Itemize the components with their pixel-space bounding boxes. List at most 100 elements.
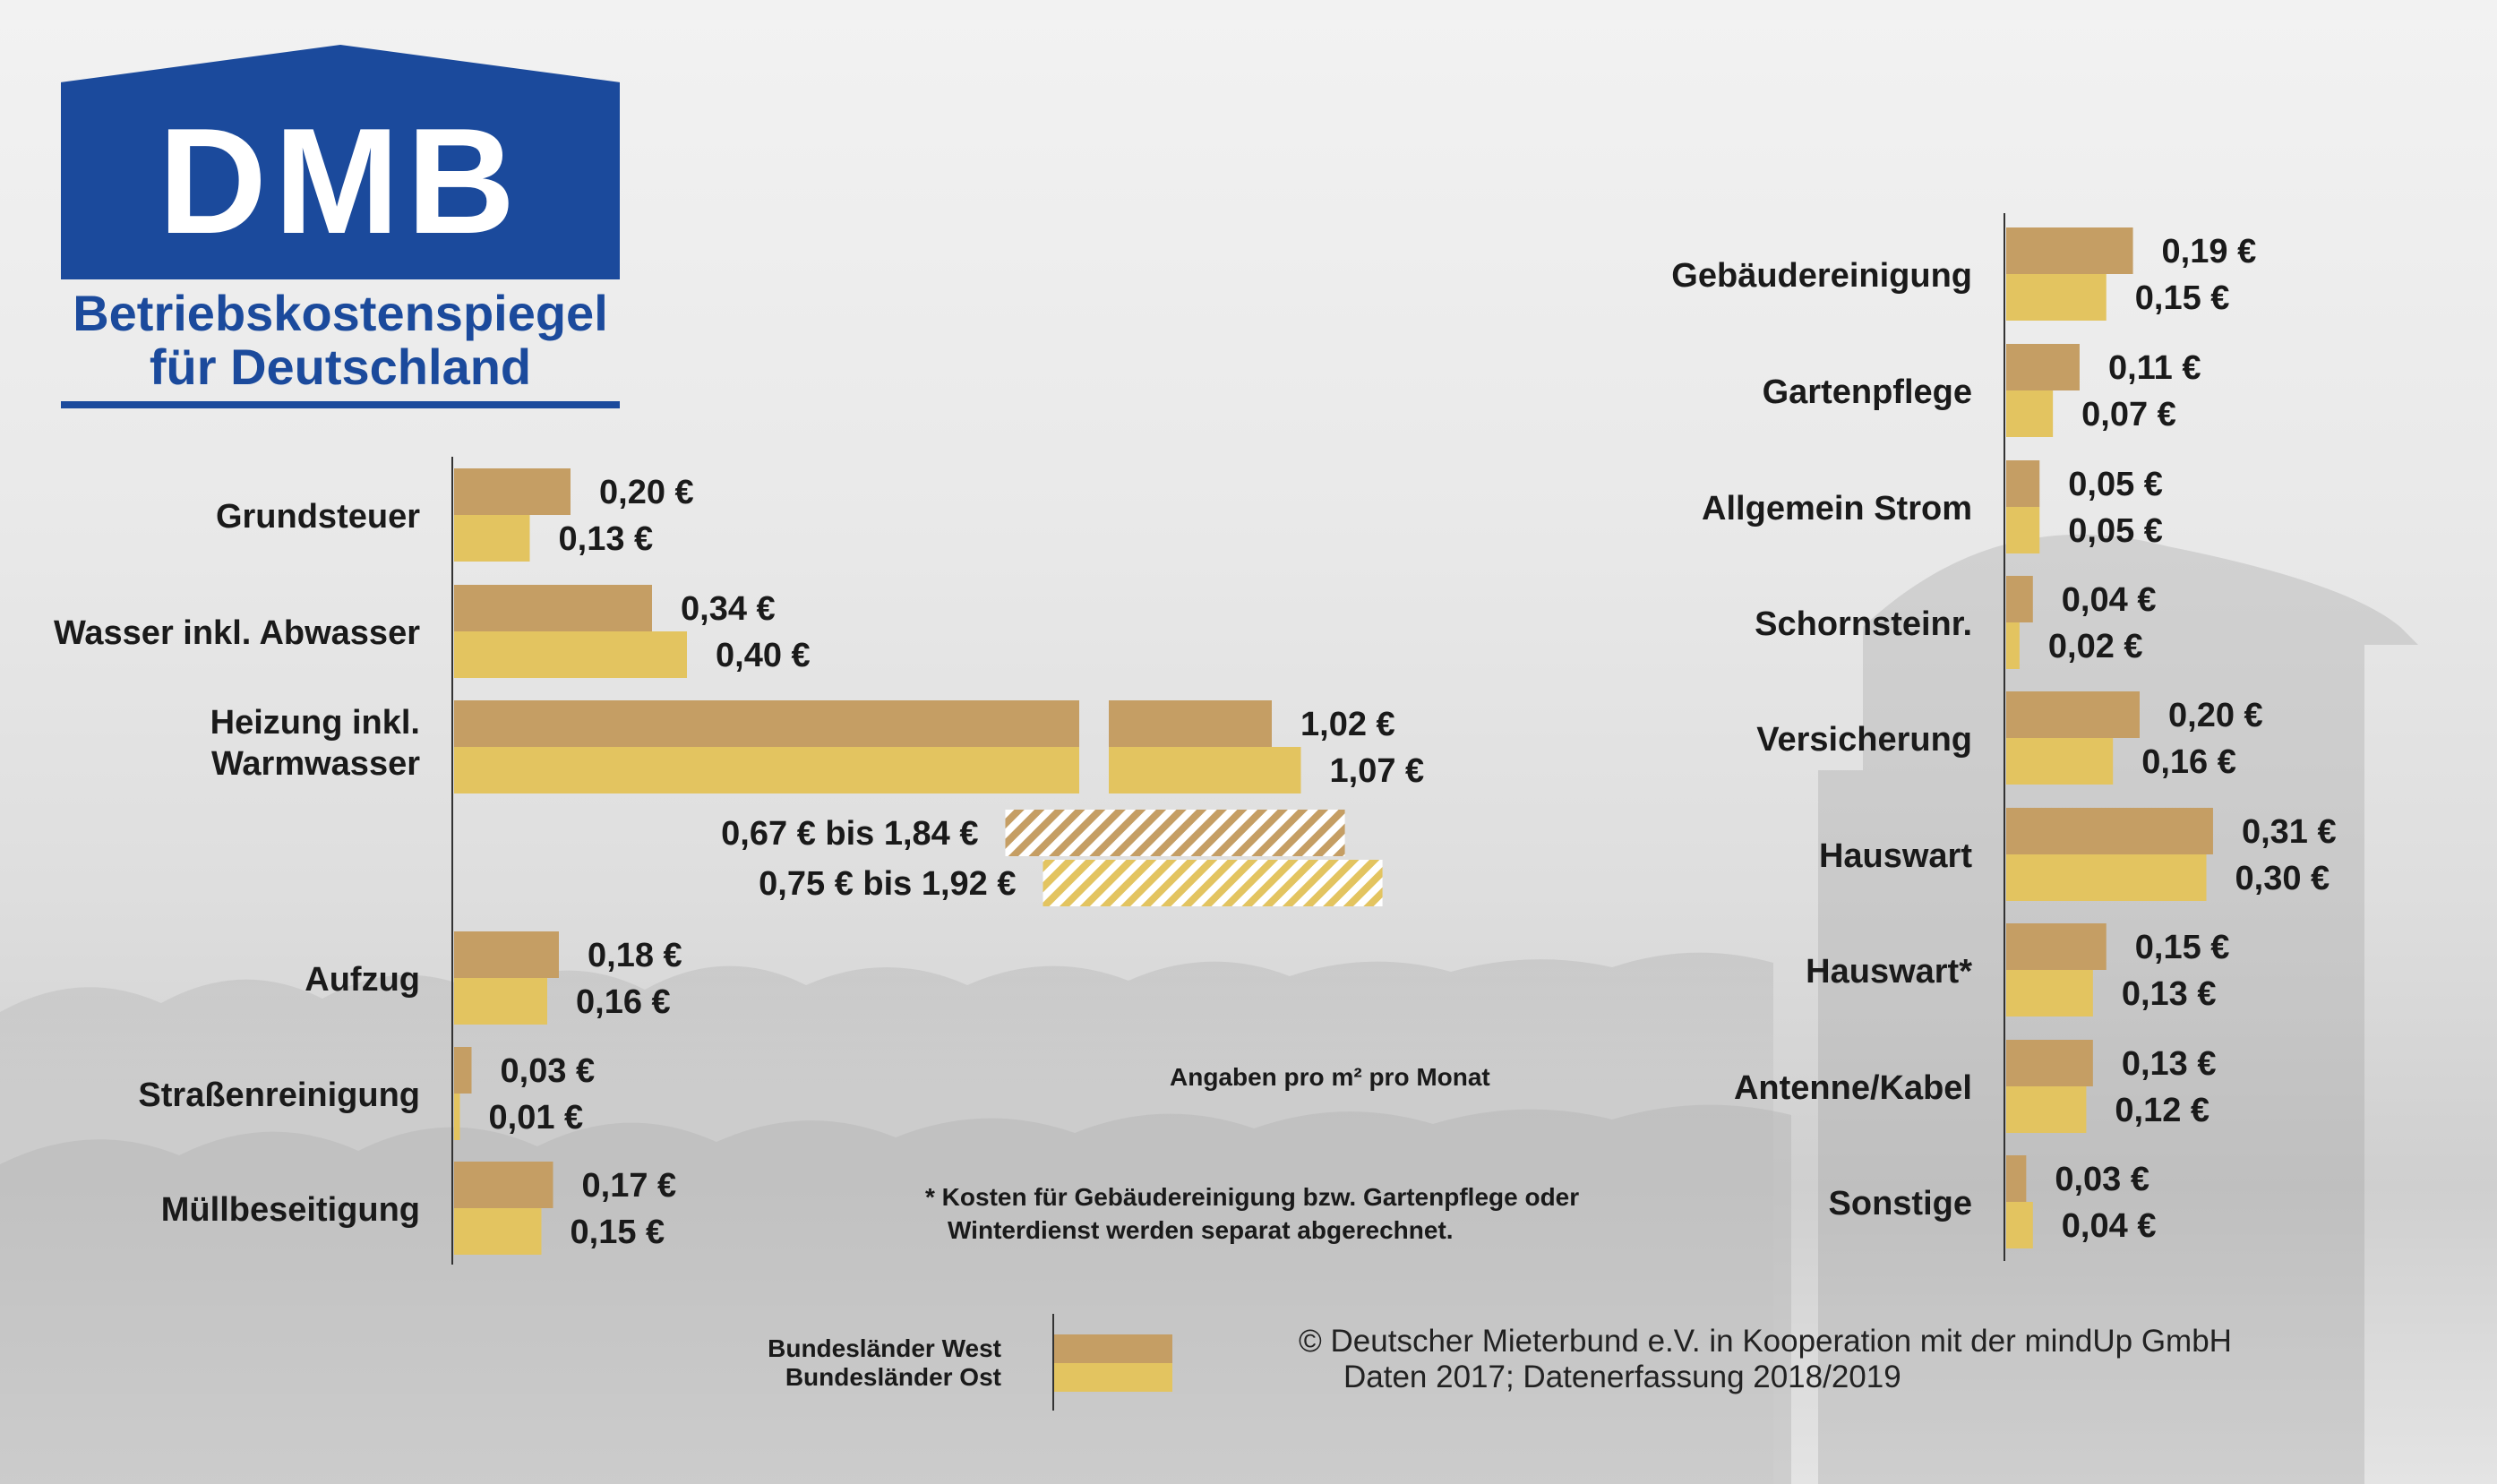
left-chart-heizung-inkl-warmwasser-bar-west — [1109, 700, 1272, 747]
left-chart-wasser-inkl-abwasser-value-east: 0,40 € — [716, 637, 811, 674]
left-chart-grundsteuer-bar-west — [454, 468, 571, 515]
copyright: © Deutscher Mieterbund e.V. in Kooperati… — [1299, 1324, 2232, 1395]
right-chart-allgemein-strom-bar-west — [2006, 460, 2040, 507]
left-chart-heizung-inkl-warmwasser-bar-east-segment — [454, 747, 1079, 793]
right-chart-antenne-kabel-bar-west — [2006, 1040, 2093, 1086]
left-chart-aufzug-value-west: 0,18 € — [588, 937, 682, 974]
footnote: * Kosten für Gebäudereinigung bzw. Garte… — [925, 1180, 1579, 1247]
right-chart-versicherung-value-west: 0,20 € — [2168, 697, 2263, 734]
left-chart-heizung-inkl-warmwasser-bar-east — [1109, 747, 1301, 793]
right-chart-hauswart-bar-west — [2006, 923, 2107, 970]
right-chart-hauswart-value-east: 0,30 € — [2235, 860, 2330, 897]
legend-axis — [1052, 1314, 1054, 1411]
right-chart-schornsteinr-label: Schornsteinr. — [1755, 605, 1972, 643]
left-chart-grundsteuer-value-east: 0,13 € — [559, 520, 654, 558]
dmb-logo: DMB Betriebskostenspiegel für Deutschlan… — [61, 45, 620, 412]
range-label-east: 0,75 € bis 1,92 € — [759, 865, 1016, 903]
logo-underline — [61, 401, 620, 408]
right-chart-hauswart-bar-east — [2006, 970, 2093, 1016]
right-chart-gartenpflege-value-east: 0,07 € — [2081, 396, 2176, 433]
left-chart-wasser-inkl-abwasser-value-west: 0,34 € — [681, 590, 776, 628]
logo-house-shape — [61, 45, 620, 279]
right-chart-hauswart-value-east: 0,13 € — [2122, 975, 2217, 1013]
right-chart-versicherung-bar-east — [2006, 738, 2114, 785]
left-chart-aufzug-value-east: 0,16 € — [576, 983, 671, 1021]
right-chart-gartenpflege-bar-east — [2006, 390, 2054, 437]
right-chart-antenne-kabel-bar-east — [2006, 1086, 2087, 1133]
range-bar-east — [1043, 860, 1383, 906]
right-chart-hauswart-bar-east — [2006, 854, 2207, 901]
logo-subtitle-line2: für Deutschland — [149, 339, 532, 395]
right-chart-gartenpflege-bar-west — [2006, 344, 2080, 390]
left-chart-heizung-inkl-warmwasser-bar-west-segment — [454, 700, 1079, 747]
left-chart-aufzug-bar-west — [454, 931, 559, 978]
right-chart-sonstige-label: Sonstige — [1829, 1185, 1972, 1222]
legend-label-east: Bundesländer Ost — [785, 1363, 1001, 1391]
right-chart-sonstige-bar-west — [2006, 1155, 2027, 1202]
left-chart-strassenreinigung-bar-west — [454, 1047, 472, 1094]
right-chart-hauswart-label: Hauswart* — [1806, 953, 1972, 991]
unit-note: Angaben pro m² pro Monat — [1170, 1063, 1490, 1091]
legend-swatch-east — [1054, 1363, 1172, 1392]
right-chart-hauswart-label: Hauswart — [1819, 837, 1972, 875]
footnote-line1: * Kosten für Gebäudereinigung bzw. Garte… — [925, 1183, 1580, 1211]
left-chart-aufzug-label: Aufzug — [305, 961, 420, 999]
right-chart-gebaeudereinigung-value-west: 0,19 € — [2162, 233, 2257, 270]
range-label-west: 0,67 € bis 1,84 € — [721, 815, 978, 853]
legend-swatch-west — [1054, 1334, 1172, 1363]
logo-brand-text: DMB — [158, 97, 523, 265]
right-chart-antenne-kabel-value-west: 0,13 € — [2122, 1045, 2217, 1083]
left-chart-heizung-inkl-warmwasser-value-east: 1,07 € — [1330, 752, 1425, 790]
right-chart-hauswart-value-west: 0,15 € — [2135, 929, 2230, 966]
right-chart-schornsteinr-value-east: 0,02 € — [2048, 628, 2143, 665]
range-bar-west — [1005, 810, 1345, 856]
right-chart-hauswart-bar-west — [2006, 808, 2213, 854]
right-chart-sonstige-value-east: 0,04 € — [2062, 1207, 2157, 1245]
right-chart-gartenpflege-label: Gartenpflege — [1763, 373, 1972, 411]
right-chart-allgemein-strom-bar-east — [2006, 507, 2040, 553]
right-chart-gartenpflege-value-west: 0,11 € — [2108, 349, 2201, 387]
left-chart-strassenreinigung-label: Straßenreinigung — [138, 1077, 420, 1114]
left-chart-strassenreinigung-value-east: 0,01 € — [489, 1099, 584, 1137]
left-chart-strassenreinigung-bar-east — [454, 1094, 460, 1140]
copyright-line1: © Deutscher Mieterbund e.V. in Kooperati… — [1299, 1324, 2232, 1359]
right-chart-schornsteinr-bar-west — [2006, 576, 2033, 622]
left-chart-grundsteuer-bar-east — [454, 515, 530, 562]
left-chart-muellbeseitigung-label: Müllbeseitigung — [161, 1191, 420, 1229]
copyright-line2: Daten 2017; Datenerfassung 2018/2019 — [1343, 1360, 1901, 1394]
left-chart-wasser-inkl-abwasser-bar-east — [454, 631, 687, 678]
left-chart-muellbeseitigung-bar-west — [454, 1162, 553, 1208]
left-chart-strassenreinigung-value-west: 0,03 € — [501, 1052, 596, 1090]
left-chart-heizung-inkl-warmwasser-value-west: 1,02 € — [1300, 706, 1395, 743]
left-chart-wasser-inkl-abwasser-label: Wasser inkl. Abwasser — [54, 614, 420, 652]
right-chart-schornsteinr-value-west: 0,04 € — [2062, 581, 2157, 619]
left-chart-heizung-inkl-warmwasser-label-1: Heizung inkl. — [210, 704, 420, 742]
left-chart-muellbeseitigung-value-east: 0,15 € — [571, 1214, 665, 1251]
right-chart-gebaeudereinigung-bar-west — [2006, 227, 2133, 274]
right-chart-gebaeudereinigung-label: Gebäudereinigung — [1671, 257, 1972, 295]
legend-label-west: Bundesländer West — [768, 1334, 1001, 1362]
right-chart-sonstige-value-west: 0,03 € — [2055, 1161, 2149, 1198]
right-chart-gebaeudereinigung-value-east: 0,15 € — [2135, 279, 2230, 317]
right-chart-antenne-kabel-label: Antenne/Kabel — [1734, 1069, 1972, 1107]
right-chart-schornsteinr-bar-east — [2006, 622, 2020, 669]
left-chart-wasser-inkl-abwasser-bar-west — [454, 585, 652, 631]
right-chart-allgemein-strom-label: Allgemein Strom — [1702, 490, 1972, 528]
left-chart-muellbeseitigung-value-west: 0,17 € — [582, 1167, 677, 1205]
right-chart-gebaeudereinigung-bar-east — [2006, 274, 2107, 321]
logo-subtitle: Betriebskostenspiegel für Deutschland — [61, 287, 620, 394]
left-chart-heizung-inkl-warmwasser-label-2: Warmwasser — [211, 745, 420, 783]
left-chart-grundsteuer-value-west: 0,20 € — [599, 474, 694, 511]
left-chart-muellbeseitigung-bar-east — [454, 1208, 542, 1255]
right-chart-versicherung-value-east: 0,16 € — [2141, 743, 2236, 781]
footnote-line2: Winterdienst werden separat abgerechnet. — [948, 1216, 1454, 1244]
right-chart-versicherung-label: Versicherung — [1756, 721, 1972, 759]
left-chart-grundsteuer-label: Grundsteuer — [216, 498, 420, 536]
right-chart-antenne-kabel-value-east: 0,12 € — [2115, 1092, 2210, 1129]
right-chart-allgemein-strom-value-west: 0,05 € — [2068, 466, 2163, 503]
right-chart-sonstige-bar-east — [2006, 1202, 2033, 1248]
right-chart-hauswart-value-west: 0,31 € — [2242, 813, 2337, 851]
left-chart-aufzug-bar-east — [454, 978, 547, 1025]
